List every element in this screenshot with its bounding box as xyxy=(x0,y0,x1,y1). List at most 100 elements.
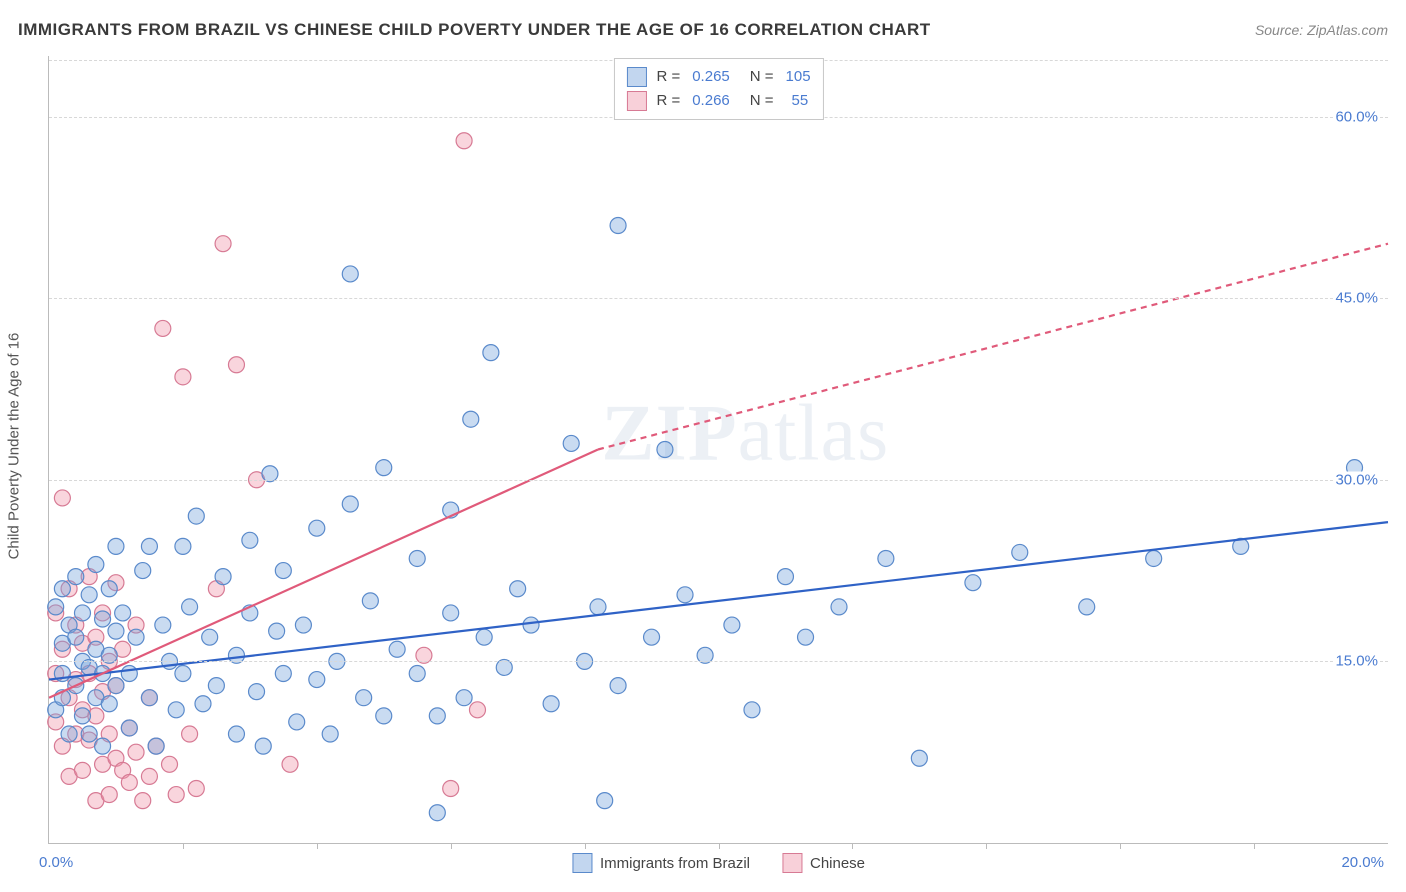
scatter-point xyxy=(657,442,673,458)
scatter-point xyxy=(215,569,231,585)
scatter-point xyxy=(128,629,144,645)
scatter-point xyxy=(228,726,244,742)
scatter-point xyxy=(309,520,325,536)
scatter-point xyxy=(249,684,265,700)
source-attribution: Source: ZipAtlas.com xyxy=(1255,22,1388,38)
scatter-point xyxy=(409,550,425,566)
swatch-pink-icon xyxy=(782,853,802,873)
scatter-point xyxy=(182,726,198,742)
scatter-point xyxy=(202,629,218,645)
scatter-point xyxy=(182,599,198,615)
legend-item-pink: Chinese xyxy=(782,853,865,873)
scatter-point xyxy=(322,726,338,742)
scatter-point xyxy=(463,411,479,427)
scatter-point xyxy=(162,756,178,772)
scatter-point xyxy=(101,696,117,712)
r-value-blue: 0.265 xyxy=(692,65,730,89)
scatter-point xyxy=(342,266,358,282)
scatter-point xyxy=(54,490,70,506)
scatter-point xyxy=(74,762,90,778)
scatter-point xyxy=(121,720,137,736)
scatter-point xyxy=(456,133,472,149)
scatter-point xyxy=(1012,544,1028,560)
scatter-point xyxy=(965,575,981,591)
x-tick-min: 0.0% xyxy=(39,854,73,871)
scatter-point xyxy=(61,726,77,742)
legend-stats-box: R = 0.265 N = 105 R = 0.266 N = 55 xyxy=(613,58,823,120)
n-value-pink: 55 xyxy=(792,89,809,113)
scatter-point xyxy=(108,538,124,554)
scatter-point xyxy=(724,617,740,633)
x-minor-tick xyxy=(719,843,720,849)
scatter-point xyxy=(175,665,191,681)
scatter-point xyxy=(483,345,499,361)
scatter-point xyxy=(376,708,392,724)
scatter-point xyxy=(777,569,793,585)
scatter-point xyxy=(469,702,485,718)
legend-row-pink: R = 0.266 N = 55 xyxy=(626,89,810,113)
scatter-point xyxy=(168,702,184,718)
scatter-point xyxy=(443,781,459,797)
scatter-point xyxy=(135,793,151,809)
scatter-svg xyxy=(49,56,1388,843)
x-minor-tick xyxy=(451,843,452,849)
scatter-point xyxy=(108,623,124,639)
legend-row-blue: R = 0.265 N = 105 xyxy=(626,65,810,89)
scatter-point xyxy=(590,599,606,615)
x-tick-max: 20.0% xyxy=(1341,854,1384,871)
scatter-point xyxy=(362,593,378,609)
scatter-point xyxy=(295,617,311,633)
scatter-point xyxy=(356,690,372,706)
scatter-point xyxy=(289,714,305,730)
scatter-point xyxy=(456,690,472,706)
scatter-point xyxy=(101,581,117,597)
scatter-point xyxy=(74,605,90,621)
x-minor-tick xyxy=(1120,843,1121,849)
y-axis-label: Child Poverty Under the Age of 16 xyxy=(6,333,23,560)
scatter-point xyxy=(148,738,164,754)
gridline xyxy=(49,661,1388,662)
y-tick-label: 15.0% xyxy=(1333,653,1380,670)
scatter-point xyxy=(228,357,244,373)
scatter-point xyxy=(644,629,660,645)
scatter-point xyxy=(610,218,626,234)
scatter-point xyxy=(342,496,358,512)
scatter-point xyxy=(610,678,626,694)
scatter-point xyxy=(309,672,325,688)
x-minor-tick xyxy=(1254,843,1255,849)
scatter-point xyxy=(68,569,84,585)
scatter-point xyxy=(188,508,204,524)
scatter-point xyxy=(275,665,291,681)
scatter-point xyxy=(523,617,539,633)
scatter-point xyxy=(121,665,137,681)
swatch-blue-icon xyxy=(626,67,646,87)
scatter-point xyxy=(115,605,131,621)
x-minor-tick xyxy=(183,843,184,849)
scatter-point xyxy=(101,787,117,803)
scatter-point xyxy=(48,599,64,615)
scatter-point xyxy=(282,756,298,772)
scatter-point xyxy=(798,629,814,645)
scatter-point xyxy=(168,787,184,803)
scatter-point xyxy=(155,617,171,633)
scatter-point xyxy=(195,696,211,712)
scatter-point xyxy=(88,557,104,573)
scatter-point xyxy=(563,435,579,451)
x-minor-tick xyxy=(317,843,318,849)
scatter-point xyxy=(242,532,258,548)
scatter-point xyxy=(911,750,927,766)
x-minor-tick xyxy=(585,843,586,849)
scatter-point xyxy=(255,738,271,754)
legend-label-pink: Chinese xyxy=(810,855,865,872)
scatter-point xyxy=(74,708,90,724)
x-minor-tick xyxy=(986,843,987,849)
x-minor-tick xyxy=(852,843,853,849)
r-label: R = xyxy=(656,65,680,89)
scatter-point xyxy=(215,236,231,252)
scatter-point xyxy=(141,768,157,784)
scatter-point xyxy=(429,805,445,821)
r-value-pink: 0.266 xyxy=(692,89,730,113)
gridline xyxy=(49,298,1388,299)
chart-title: IMMIGRANTS FROM BRAZIL VS CHINESE CHILD … xyxy=(18,20,931,40)
scatter-point xyxy=(409,665,425,681)
